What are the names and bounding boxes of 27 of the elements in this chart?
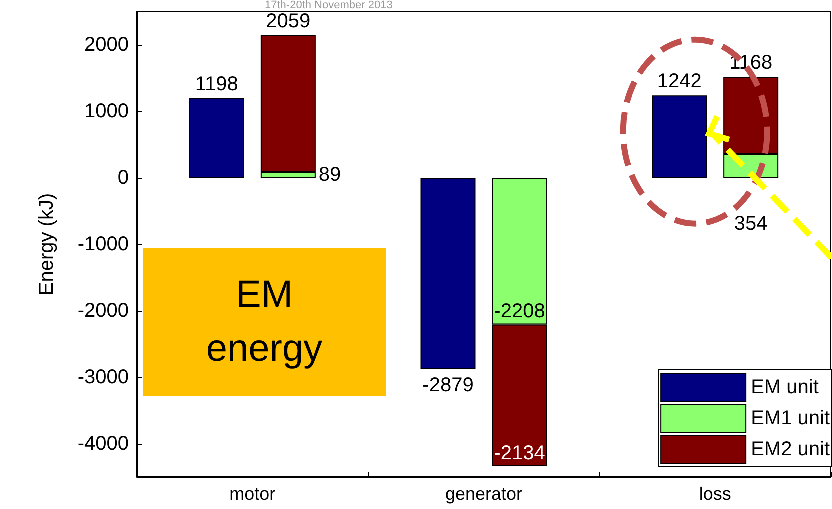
y-tick-label: -4000 (78, 432, 129, 455)
legend-label: EM1 unit (751, 408, 830, 430)
x-tick-label: loss (699, 484, 732, 504)
data-label: 89 (318, 164, 342, 186)
text: 17th-20th November 2013 (265, 0, 393, 12)
data-label: 2059 (266, 10, 311, 32)
legend-label: EM2 unit (751, 438, 830, 460)
data-label: -2879 (422, 374, 474, 396)
data-label: 1198 (195, 73, 238, 96)
data-label: -2208 (494, 300, 546, 323)
legend-label: EM unit (751, 376, 820, 398)
bar (420, 178, 476, 370)
y-tick-label: -2000 (78, 300, 129, 322)
y-tick-label: -3000 (78, 366, 129, 388)
data-label: 1242 (657, 70, 702, 93)
data-label: 354 (734, 213, 768, 236)
y-axis-title: Energy (kJ) (36, 193, 58, 296)
bar (652, 96, 708, 178)
y-tick-label: 1000 (84, 100, 129, 123)
bar (189, 98, 244, 178)
data-label: -2134 (494, 442, 546, 465)
y-tick-label: -1000 (78, 234, 129, 256)
x-tick-label: generator (445, 484, 523, 504)
note-box: EM energy (143, 248, 386, 396)
y-tick-label: 0 (118, 167, 129, 190)
y-tick-label: 2000 (84, 34, 129, 56)
x-tick-label: motor (230, 484, 276, 504)
